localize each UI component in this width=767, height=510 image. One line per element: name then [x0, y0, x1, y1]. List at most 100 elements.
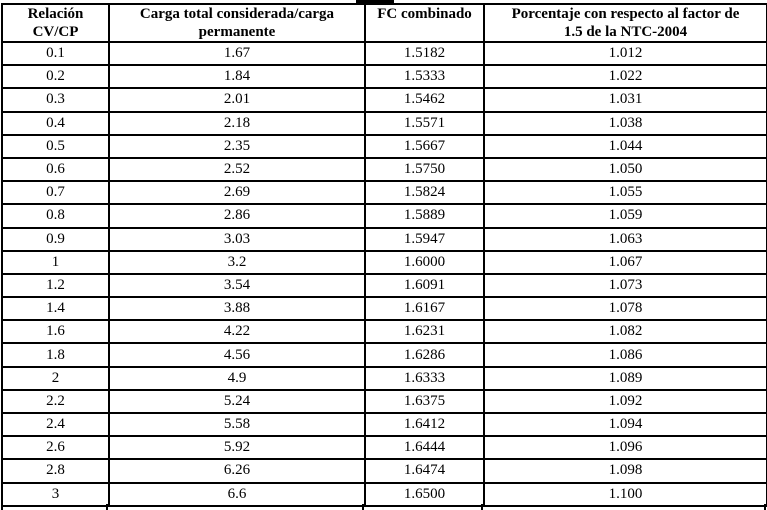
cell-carga-total: 2.18: [108, 110, 366, 136]
cell-porcentaje: 1.038: [483, 110, 767, 136]
cell-porcentaje: 1.067: [483, 249, 767, 275]
cell-carga-total: 3.54: [108, 272, 366, 299]
cell-porcentaje: 1.092: [483, 388, 767, 415]
cell-relacion-cv-cp: 1: [1, 249, 110, 275]
cell-porcentaje: 1.089: [483, 365, 767, 391]
cell-fc-combinado: 1.6500: [364, 481, 485, 507]
cell-porcentaje: 1.073: [483, 272, 767, 299]
cut-off-text-fragment: [356, 0, 394, 3]
cell-carga-total: 2.01: [108, 87, 366, 113]
cell-relacion-cv-cp: 1.2: [1, 272, 110, 299]
cell-porcentaje: 1.078: [483, 296, 767, 322]
cell-fc-combinado: 1.6412: [364, 411, 485, 438]
table-body: 0.1 1.67 1.5182 1.012 0.2 1.84 1.5333 1.…: [1, 40, 767, 507]
cell-carga-total: 5.92: [108, 435, 366, 461]
cell-carga-total: 3.03: [108, 226, 366, 252]
cell-relacion-cv-cp: 2: [1, 365, 110, 391]
cell-porcentaje: 1.055: [483, 180, 767, 206]
table-row: 0.1 1.67 1.5182 1.012: [1, 40, 767, 67]
cell-carga-total: 2.69: [108, 180, 366, 206]
cell-relacion-cv-cp: 1.6: [1, 319, 110, 345]
cell-carga-total: 5.24: [108, 388, 366, 415]
cell-carga-total: 3.2: [108, 249, 366, 275]
cell-relacion-cv-cp: 1.4: [1, 296, 110, 322]
cell-porcentaje: 1.012: [483, 40, 767, 67]
cell-porcentaje: 1.086: [483, 342, 767, 368]
cell-relacion-cv-cp: 0.8: [1, 203, 110, 229]
cell-relacion-cv-cp: 2.8: [1, 458, 110, 484]
cell-fc-combinado: 1.6333: [364, 365, 485, 391]
table-row: 1.6 4.22 1.6231 1.082: [1, 319, 767, 345]
table-row: 0.6 2.52 1.5750 1.050: [1, 156, 767, 183]
cell-fc-combinado: 1.6231: [364, 319, 485, 345]
cell-relacion-cv-cp: 0.9: [1, 226, 110, 252]
cell-carga-total: 4.9: [108, 365, 366, 391]
cell-relacion-cv-cp: 3: [1, 481, 110, 507]
cell-porcentaje: 1.100: [483, 481, 767, 507]
cell-porcentaje: 1.094: [483, 411, 767, 438]
cell-relacion-cv-cp: 0.4: [1, 110, 110, 136]
table-row: 1.2 3.54 1.6091 1.073: [1, 272, 767, 299]
cell-relacion-cv-cp: 0.3: [1, 87, 110, 113]
column-header-porcentaje-ntc-2004: Porcentaje con respecto al factor de 1.5…: [483, 3, 767, 43]
column-header-carga-total: Carga total considerada/carga permanente: [108, 3, 366, 43]
cell-fc-combinado: 1.5889: [364, 203, 485, 229]
table-row: 0.5 2.35 1.5667 1.044: [1, 133, 767, 159]
grid-line-continuation: [764, 504, 766, 510]
cell-carga-total: 2.52: [108, 156, 366, 183]
cell-fc-combinado: 1.6286: [364, 342, 485, 368]
cell-carga-total: 2.35: [108, 133, 366, 159]
table-row: 2.8 6.26 1.6474 1.098: [1, 458, 767, 484]
table-row: 1.8 4.56 1.6286 1.086: [1, 342, 767, 368]
cell-fc-combinado: 1.5571: [364, 110, 485, 136]
column-header-fc-combinado: FC combinado: [364, 3, 485, 43]
cell-fc-combinado: 1.6167: [364, 296, 485, 322]
cell-relacion-cv-cp: 0.6: [1, 156, 110, 183]
column-header-relacion-cv-cp: Relación CV/CP: [1, 3, 110, 43]
cell-fc-combinado: 1.5333: [364, 64, 485, 90]
table-row: 0.4 2.18 1.5571 1.038: [1, 110, 767, 136]
cell-relacion-cv-cp: 2.4: [1, 411, 110, 438]
cell-fc-combinado: 1.5750: [364, 156, 485, 183]
cell-fc-combinado: 1.5947: [364, 226, 485, 252]
table-row: 3 6.6 1.6500 1.100: [1, 481, 767, 507]
cell-relacion-cv-cp: 2.2: [1, 388, 110, 415]
cell-porcentaje: 1.022: [483, 64, 767, 90]
cell-porcentaje: 1.031: [483, 87, 767, 113]
load-factor-table: Relación CV/CP Carga total considerada/c…: [1, 3, 767, 507]
cell-porcentaje: 1.082: [483, 319, 767, 345]
cell-porcentaje: 1.096: [483, 435, 767, 461]
cell-relacion-cv-cp: 1.8: [1, 342, 110, 368]
table-row: 2.6 5.92 1.6444 1.096: [1, 435, 767, 461]
table-row: 0.8 2.86 1.5889 1.059: [1, 203, 767, 229]
cell-fc-combinado: 1.6375: [364, 388, 485, 415]
cell-fc-combinado: 1.5824: [364, 180, 485, 206]
cell-fc-combinado: 1.5182: [364, 40, 485, 67]
grid-line-continuation: [481, 504, 483, 510]
cell-relacion-cv-cp: 0.2: [1, 64, 110, 90]
cell-porcentaje: 1.059: [483, 203, 767, 229]
cell-carga-total: 6.6: [108, 481, 366, 507]
cell-porcentaje: 1.063: [483, 226, 767, 252]
table-header: Relación CV/CP Carga total considerada/c…: [1, 3, 767, 43]
cell-fc-combinado: 1.6474: [364, 458, 485, 484]
cell-carga-total: 1.84: [108, 64, 366, 90]
table-header-row: Relación CV/CP Carga total considerada/c…: [1, 3, 767, 43]
cell-carga-total: 3.88: [108, 296, 366, 322]
cell-relacion-cv-cp: 2.6: [1, 435, 110, 461]
table-row: 2 4.9 1.6333 1.089: [1, 365, 767, 391]
table-row: 0.9 3.03 1.5947 1.063: [1, 226, 767, 252]
table-row: 0.7 2.69 1.5824 1.055: [1, 180, 767, 206]
cell-fc-combinado: 1.6444: [364, 435, 485, 461]
cell-carga-total: 1.67: [108, 40, 366, 67]
cell-carga-total: 2.86: [108, 203, 366, 229]
table-row: 1 3.2 1.6000 1.067: [1, 249, 767, 275]
table-row: 1.4 3.88 1.6167 1.078: [1, 296, 767, 322]
cell-porcentaje: 1.044: [483, 133, 767, 159]
table-row: 2.2 5.24 1.6375 1.092: [1, 388, 767, 415]
cell-carga-total: 4.22: [108, 319, 366, 345]
cell-porcentaje: 1.098: [483, 458, 767, 484]
cell-porcentaje: 1.050: [483, 156, 767, 183]
table-row: 0.3 2.01 1.5462 1.031: [1, 87, 767, 113]
